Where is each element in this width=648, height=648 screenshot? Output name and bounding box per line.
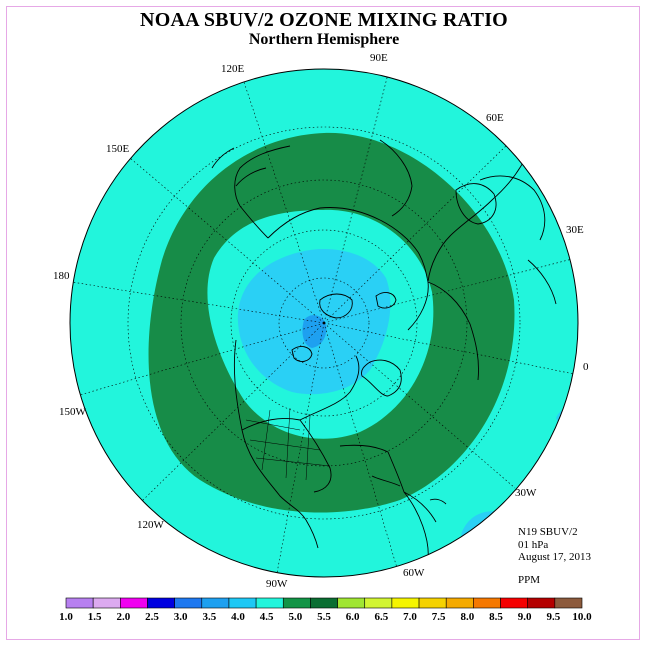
state-boundaries [245,407,331,481]
page-subtitle: Northern Hemisphere [248,31,400,48]
lon-label-60e: 60E [486,112,504,124]
ozone-peak-3-5 [302,315,327,348]
units-label: PPM [518,574,541,586]
info-block: N19 SBUV/2 01 hPa August 17, 2013 [518,526,591,564]
lon-label-150w: 150W [59,406,87,418]
map-boundary [69,68,579,578]
latitude-circles [127,126,521,520]
lon-label-120w: 120W [137,519,165,531]
lon-label-120e: 120E [221,63,245,75]
page-title: NOAA SBUV/2 OZONE MIXING RATIO [140,9,508,31]
lon-label-150e: 150E [106,143,130,155]
instrument-label: N19 SBUV/2 [518,526,578,538]
lon-label-0: 0 [583,361,589,373]
coastlines [211,139,557,561]
lon-label-90w: 90W [266,578,288,590]
lon-label-30w: 30W [515,487,537,499]
date-label: August 17, 2013 [518,551,592,563]
pressure-level-label: 01 hPa [518,538,549,551]
lon-label-30e: 30E [566,224,584,236]
lon-label-90e: 90E [370,52,388,64]
lon-label-180: 180 [53,270,70,282]
figure-frame [6,6,640,640]
meridians [71,73,575,574]
lon-label-60w: 60W [403,567,425,579]
